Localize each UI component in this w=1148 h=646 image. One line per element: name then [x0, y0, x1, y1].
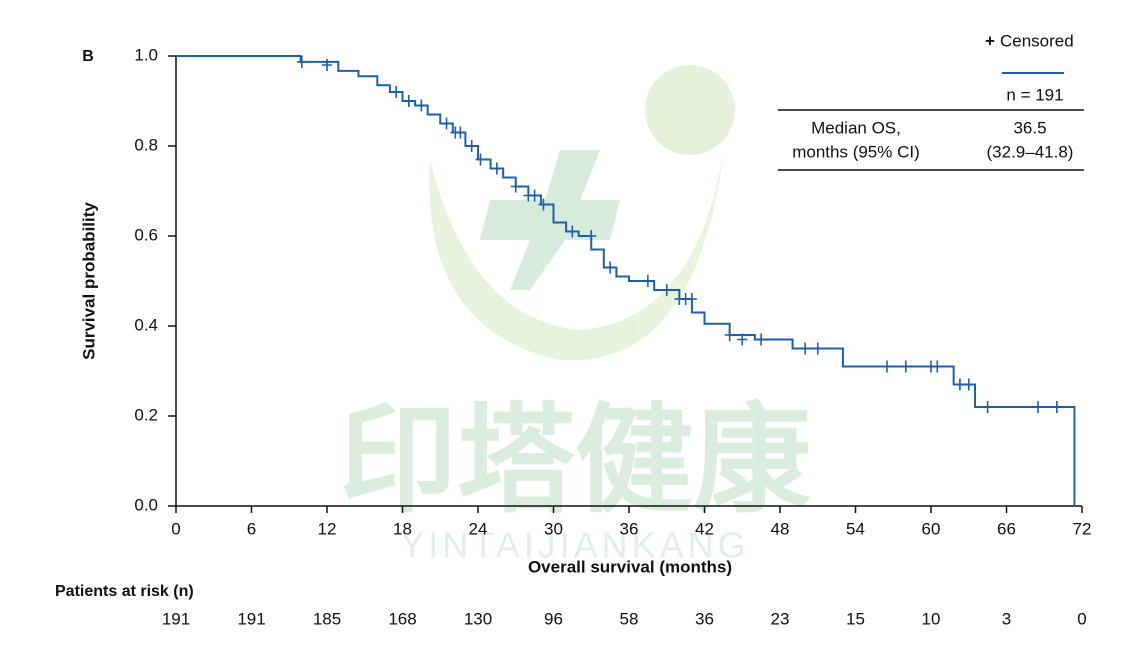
censor-mark — [605, 261, 616, 274]
y-tick-label: 1.0 — [134, 45, 158, 64]
censor-mark — [724, 329, 735, 341]
x-tick-label: 30 — [544, 519, 563, 538]
censor-mark — [510, 180, 521, 193]
x-axis-label: Overall survival (months) — [528, 557, 732, 576]
censor-mark — [1032, 401, 1043, 413]
x-tick-label: 18 — [393, 519, 412, 538]
censor-mark — [567, 225, 578, 238]
censor-mark — [1051, 401, 1062, 413]
risk-value: 185 — [313, 609, 341, 628]
table-value: (32.9–41.8) — [987, 142, 1074, 161]
censor-mark — [538, 198, 549, 211]
y-axis-label: Survival probability — [79, 202, 98, 360]
censor-mark — [737, 333, 748, 346]
censor-mark — [466, 140, 477, 152]
censor-mark — [391, 86, 402, 98]
table-row-label: months (95% CI) — [792, 142, 920, 161]
x-tick-label: 60 — [922, 519, 941, 538]
censor-mark — [586, 230, 597, 242]
legend-label: Censored — [1000, 31, 1074, 50]
censor-mark — [322, 59, 332, 71]
y-tick-label: 0.0 — [134, 495, 158, 514]
censor-mark — [812, 342, 823, 355]
risk-value: 23 — [771, 609, 790, 628]
censor-mark — [491, 162, 502, 175]
censor-mark — [954, 378, 965, 391]
censor-mark — [416, 99, 427, 112]
legend-symbol: + — [985, 31, 995, 50]
table-row-label: Median OS, — [811, 118, 901, 137]
x-tick-label: 36 — [620, 519, 639, 538]
watermark-cross — [480, 150, 620, 290]
y-tick-label: 0.2 — [134, 405, 158, 424]
watermark-arc — [429, 140, 725, 361]
table-value: 36.5 — [1013, 118, 1046, 137]
censor-mark — [881, 360, 892, 373]
x-tick-label: 0 — [171, 519, 180, 538]
x-tick-label: 6 — [247, 519, 256, 538]
watermark-text: 印塔健康 — [339, 395, 811, 527]
censor-mark — [441, 117, 452, 130]
watermark-subtext: YINTAIJIANKANG — [400, 525, 749, 566]
x-tick-label: 48 — [771, 519, 790, 538]
censor-mark — [800, 342, 811, 355]
censor-mark — [403, 95, 414, 107]
censor-mark — [900, 360, 911, 373]
x-tick-label: 66 — [997, 519, 1016, 538]
censor-mark — [963, 378, 974, 391]
y-tick-label: 0.8 — [134, 135, 158, 154]
risk-title: Patients at risk (n) — [55, 583, 194, 600]
censor-mark — [529, 189, 540, 202]
risk-value: 15 — [846, 609, 865, 628]
censor-mark — [756, 333, 767, 346]
x-tick-label: 12 — [318, 519, 337, 538]
risk-value: 10 — [922, 609, 941, 628]
survival-curve — [176, 55, 1076, 506]
x-tick-label: 54 — [846, 519, 865, 538]
censor-mark — [661, 284, 672, 296]
panel-label: B — [82, 48, 94, 65]
risk-value: 191 — [237, 609, 265, 628]
risk-value: 0 — [1077, 609, 1086, 628]
censor-mark — [475, 153, 486, 166]
x-tick-label: 42 — [695, 519, 714, 538]
risk-value: 36 — [695, 609, 714, 628]
risk-value: 130 — [464, 609, 492, 628]
censor-mark — [932, 360, 943, 373]
table-header: n = 191 — [1006, 85, 1063, 104]
censor-mark — [455, 126, 466, 139]
risk-value: 168 — [388, 609, 416, 628]
risk-value: 58 — [620, 609, 639, 628]
y-tick-label: 0.4 — [134, 315, 158, 334]
censor-mark — [982, 401, 993, 413]
censor-mark — [686, 293, 697, 305]
watermark-dot — [645, 65, 735, 155]
y-tick-label: 0.6 — [134, 225, 158, 244]
x-tick-label: 72 — [1073, 519, 1092, 538]
censor-mark — [296, 55, 307, 68]
x-tick-label: 24 — [469, 519, 488, 538]
risk-value: 3 — [1002, 609, 1011, 628]
risk-value: 191 — [162, 609, 190, 628]
censor-mark — [642, 275, 653, 287]
watermark: 印塔健康 YINTAIJIANKANG — [339, 65, 811, 566]
risk-value: 96 — [544, 609, 563, 628]
